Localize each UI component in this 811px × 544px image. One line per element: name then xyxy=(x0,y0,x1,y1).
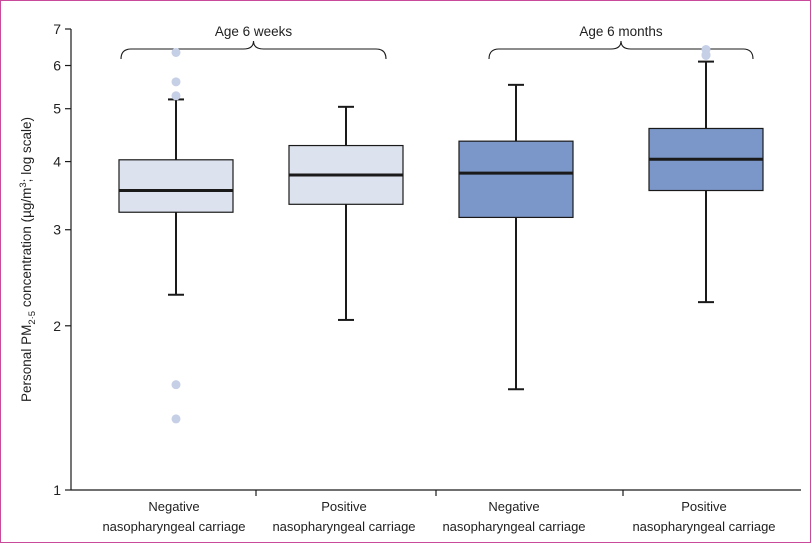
outlier-point xyxy=(171,91,181,101)
category-label-line2: nasopharyngeal carriage xyxy=(632,519,775,534)
outlier-point xyxy=(171,380,181,390)
box-iqr xyxy=(118,159,234,213)
y-axis-title-subscript: 2·5 xyxy=(27,311,38,325)
box-iqr xyxy=(458,140,574,219)
y-tick-label: 7 xyxy=(53,21,61,37)
y-tick-label: 4 xyxy=(53,154,61,170)
y-tick-label: 5 xyxy=(53,101,61,117)
outlier-point xyxy=(171,414,181,424)
category-label-line2: nasopharyngeal carriage xyxy=(442,519,585,534)
category-label-line1: Positive xyxy=(321,499,367,514)
y-tick-label: 3 xyxy=(53,222,61,238)
category-label-line1: Negative xyxy=(148,499,199,514)
y-tick-label: 6 xyxy=(53,58,61,74)
outlier-point xyxy=(171,77,181,87)
category-label-line2: nasopharyngeal carriage xyxy=(102,519,245,534)
group-label: Age 6 months xyxy=(579,24,663,39)
category-label-line1: Negative xyxy=(488,499,539,514)
y-axis-title-prefix: Personal PM xyxy=(19,325,34,402)
y-axis-title-suffix: ; log scale) xyxy=(19,117,34,182)
y-axis-title-superscript: 3 xyxy=(18,182,29,187)
outlier-point xyxy=(171,47,181,57)
category-label-line1: Positive xyxy=(681,499,727,514)
y-axis-title: Personal PM2·5 concentration (µg/m3; log… xyxy=(18,117,38,402)
group-bracket xyxy=(120,40,387,60)
y-tick-label: 2 xyxy=(53,318,61,334)
y-tick-label: 1 xyxy=(53,482,61,498)
category-label-line2: nasopharyngeal carriage xyxy=(272,519,415,534)
group-label: Age 6 weeks xyxy=(215,24,293,39)
y-axis-title-middle: concentration (µg/m xyxy=(19,188,34,311)
group-bracket xyxy=(488,40,754,60)
outlier-point xyxy=(701,50,711,60)
